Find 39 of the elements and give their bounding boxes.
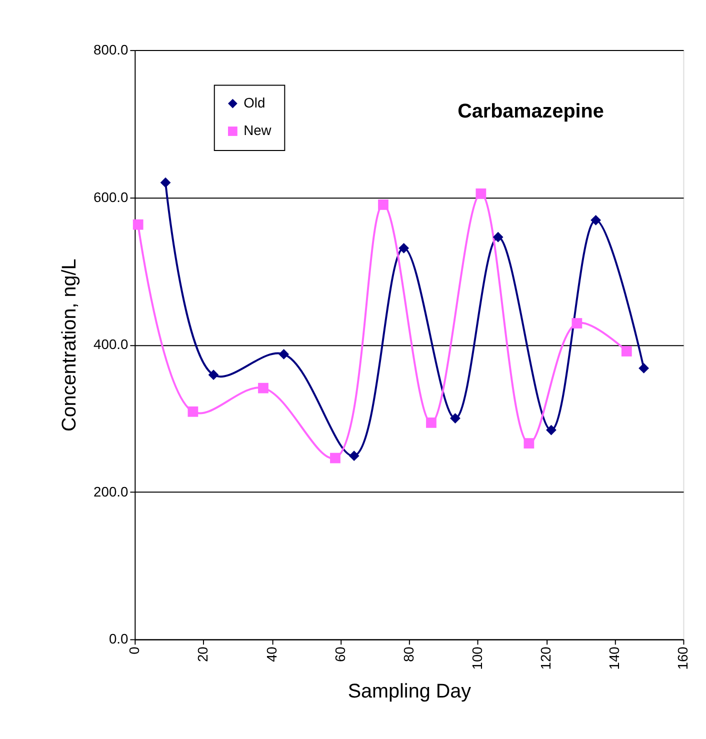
point — [638, 363, 649, 374]
point — [132, 219, 144, 230]
text: Carbamazepine — [458, 100, 604, 122]
x-tick-label: 40 — [263, 646, 280, 662]
x-tick-label: 120 — [538, 646, 554, 670]
x-tick-label: 0 — [126, 646, 142, 654]
point — [546, 424, 556, 436]
legend-label: Old — [244, 94, 266, 110]
point — [258, 382, 268, 394]
y-axis-title: Concentration, ng/L — [58, 258, 81, 432]
x-tick-label: 160 — [674, 646, 691, 670]
point — [524, 438, 534, 449]
y-tick-label: 800.0 — [94, 42, 129, 58]
point — [476, 188, 486, 199]
x-tick-label: 100 — [468, 646, 485, 670]
x-tick-label: 60 — [332, 646, 348, 662]
point — [492, 232, 504, 242]
y-tick-label: 600.0 — [94, 188, 129, 205]
point — [378, 200, 388, 210]
y-tick-label: 0.0 — [108, 630, 129, 647]
x-tick-label: 80 — [400, 646, 416, 662]
x-tick-label: 20 — [194, 646, 211, 662]
point — [398, 242, 409, 254]
point — [278, 349, 289, 360]
point — [426, 418, 436, 428]
point — [572, 318, 582, 328]
point — [208, 370, 219, 380]
y-tick-label: 400.0 — [94, 336, 129, 352]
point — [590, 214, 601, 226]
point — [450, 413, 460, 424]
point — [330, 452, 340, 464]
legend-label: New — [244, 122, 272, 138]
x-axis-title: Sampling Day — [348, 680, 472, 702]
y-tick-label: 200.0 — [94, 483, 129, 500]
x-tick-label: 140 — [606, 646, 622, 670]
point — [621, 346, 632, 356]
point — [160, 177, 171, 188]
point — [348, 450, 360, 462]
point — [188, 406, 198, 417]
